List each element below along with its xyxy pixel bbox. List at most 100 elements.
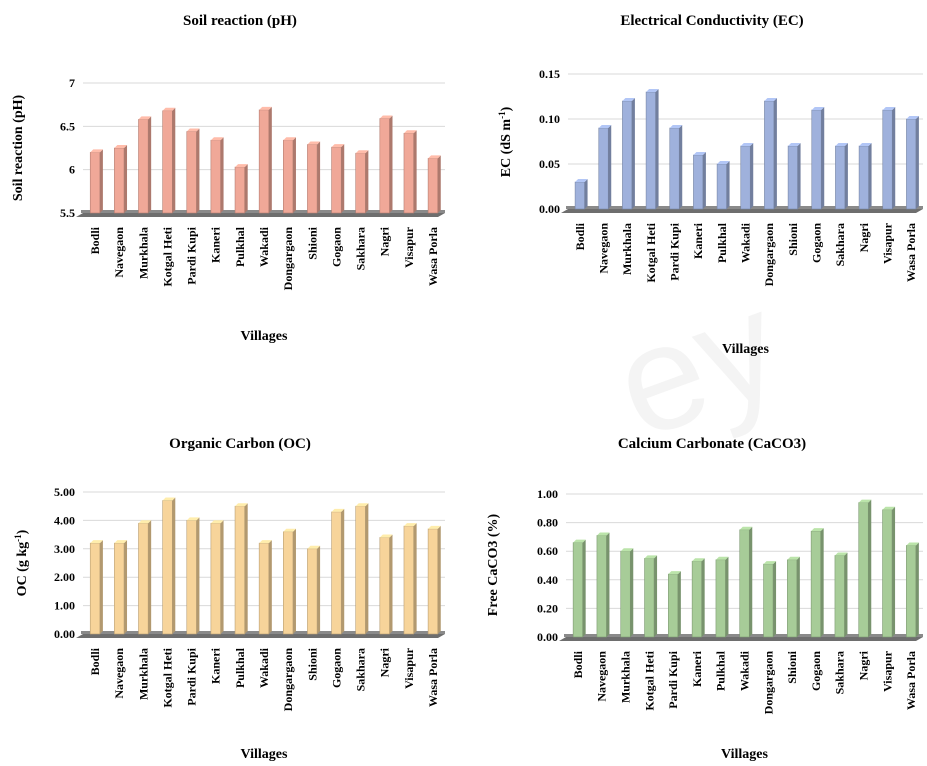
y-tick-label: 0.00 bbox=[539, 202, 560, 216]
y-axis-label: Soil reaction (pH) bbox=[11, 95, 26, 202]
x-axis-label: Villages bbox=[241, 329, 288, 344]
bar-top bbox=[90, 149, 103, 153]
bar-top bbox=[259, 106, 272, 110]
bar-side bbox=[196, 517, 200, 634]
bar-front bbox=[162, 500, 173, 635]
bar bbox=[596, 532, 610, 638]
bar-top bbox=[575, 179, 588, 182]
x-category-label: Wasa Porla bbox=[904, 651, 918, 710]
bar bbox=[882, 506, 896, 638]
bar bbox=[162, 107, 176, 214]
bar-side bbox=[750, 143, 754, 209]
bar bbox=[210, 137, 224, 214]
x-category-label: Wasa Porla bbox=[904, 223, 918, 282]
x-category-label: Kaneri bbox=[209, 226, 223, 263]
x-category-label: Sakhara bbox=[833, 651, 847, 694]
bar-top bbox=[283, 528, 296, 532]
bar-side bbox=[773, 98, 777, 209]
bar-side bbox=[608, 125, 612, 209]
chart-floor bbox=[76, 634, 445, 638]
bar-top bbox=[859, 143, 872, 146]
bar-side bbox=[749, 526, 753, 637]
bar-side bbox=[124, 540, 128, 634]
y-tick-label: 3.00 bbox=[54, 542, 75, 556]
bar-top bbox=[186, 128, 200, 132]
bar-front bbox=[810, 530, 821, 638]
bar-side bbox=[292, 528, 296, 634]
bar bbox=[427, 525, 441, 635]
bar bbox=[740, 143, 754, 210]
y-tick-label: 5.00 bbox=[54, 485, 75, 499]
x-category-label: Wakadi bbox=[738, 650, 752, 691]
chart-floor bbox=[76, 213, 445, 217]
bar-top bbox=[835, 143, 848, 146]
bar-top bbox=[811, 107, 825, 110]
bar-front bbox=[258, 109, 270, 214]
bar-front bbox=[763, 563, 774, 638]
bar-front bbox=[574, 181, 585, 210]
bar-top bbox=[283, 137, 296, 141]
bar-front bbox=[379, 118, 390, 214]
bar-side bbox=[725, 556, 729, 637]
bar-top bbox=[620, 548, 634, 552]
x-category-label: Shioni bbox=[785, 650, 799, 683]
bar-side bbox=[389, 115, 393, 213]
bar-front bbox=[716, 163, 727, 210]
bar-front bbox=[186, 131, 197, 214]
x-category-label: Nagri bbox=[378, 647, 392, 677]
bar-front bbox=[693, 154, 704, 210]
bar-side bbox=[679, 125, 683, 209]
bar-front bbox=[355, 152, 366, 214]
bar-side bbox=[244, 164, 248, 213]
bar-top bbox=[692, 558, 705, 562]
bar-side bbox=[915, 542, 919, 637]
bar-front bbox=[403, 525, 414, 635]
bar-side bbox=[196, 128, 200, 213]
bar bbox=[834, 552, 848, 638]
x-category-label: Pulkhal bbox=[714, 650, 728, 691]
bar-side bbox=[584, 179, 588, 209]
bar-top bbox=[235, 503, 248, 507]
x-category-label: Sakhara bbox=[833, 223, 847, 266]
bar-front bbox=[620, 550, 631, 638]
bar-front bbox=[739, 529, 750, 638]
x-category-label: Gogaon bbox=[329, 648, 343, 688]
x-category-label: Shioni bbox=[786, 222, 800, 255]
x-category-label: Bodli bbox=[571, 650, 585, 678]
bar-side bbox=[726, 161, 730, 209]
x-category-label: Visapur bbox=[402, 226, 416, 268]
bar-side bbox=[892, 506, 896, 637]
bar-side bbox=[365, 503, 369, 634]
bar-top bbox=[669, 125, 683, 128]
bar bbox=[307, 141, 321, 214]
x-category-label: Shioni bbox=[305, 226, 319, 259]
bar-front bbox=[331, 511, 342, 635]
bar-front bbox=[138, 522, 149, 635]
bar-top bbox=[811, 528, 824, 532]
bar bbox=[89, 149, 103, 214]
bar bbox=[739, 526, 753, 638]
bar bbox=[210, 520, 224, 635]
y-tick-label: 7 bbox=[69, 76, 75, 90]
bar-side bbox=[437, 525, 441, 634]
bar-front bbox=[740, 145, 751, 210]
bar-front bbox=[811, 109, 822, 210]
bar bbox=[669, 125, 683, 210]
bar-top bbox=[882, 107, 896, 110]
bar-top bbox=[882, 506, 896, 510]
bar-side bbox=[868, 143, 872, 209]
bar bbox=[810, 528, 824, 638]
bar-front bbox=[598, 127, 609, 210]
bar-top bbox=[379, 534, 393, 538]
x-category-label: Pulkhal bbox=[715, 222, 729, 263]
y-tick-label: 0.05 bbox=[539, 157, 560, 171]
x-category-label: Gogaon bbox=[810, 223, 824, 263]
bar-front bbox=[258, 542, 270, 635]
x-axis-label: Villages bbox=[721, 747, 768, 762]
bar-side bbox=[701, 558, 705, 637]
bar-side bbox=[268, 540, 272, 634]
bar-top bbox=[403, 523, 417, 527]
bar bbox=[858, 499, 872, 638]
bar-side bbox=[365, 150, 369, 213]
y-tick-label: 6 bbox=[69, 163, 75, 177]
